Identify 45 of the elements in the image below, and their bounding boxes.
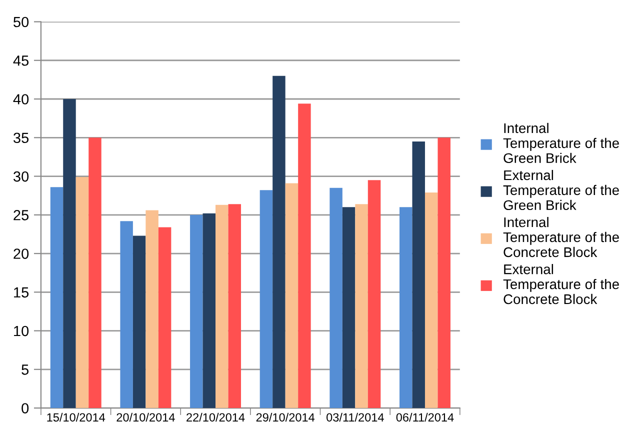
legend-label: Internal Temperature of the Green Brick <box>503 122 619 164</box>
y-tick-label: 35 <box>13 132 29 144</box>
bar <box>146 210 158 408</box>
x-tick-label: 06/11/2014 <box>396 412 454 422</box>
x-tick-label: 15/10/2014 <box>47 412 106 422</box>
legend-label: External Temperature of the Concrete Block <box>503 264 619 304</box>
y-tick-label: 5 <box>22 364 29 375</box>
y-tick-label: 0 <box>22 403 29 414</box>
bar <box>330 188 342 408</box>
y-tick-label: 20 <box>14 248 29 259</box>
bar <box>260 190 273 408</box>
bar <box>76 177 89 408</box>
bar <box>342 207 356 408</box>
y-tick-label: 25 <box>14 210 29 220</box>
y-tick-label: 50 <box>14 16 29 28</box>
bar <box>412 141 425 408</box>
bar <box>120 221 133 408</box>
legend-label: Internal Temperature of the Concrete Block <box>503 216 619 258</box>
bar <box>158 227 172 408</box>
y-tick-label: 15 <box>14 287 29 298</box>
bar <box>50 187 64 408</box>
bar <box>400 207 412 408</box>
y-tick-label: 40 <box>13 94 29 104</box>
y-tick-label: 10 <box>14 326 29 336</box>
bar <box>63 99 76 408</box>
bar <box>272 76 286 408</box>
x-tick-label: 20/10/2014 <box>116 412 175 422</box>
bar <box>355 204 368 408</box>
y-tick-label: 45 <box>13 56 29 66</box>
x-tick-label: 22/10/2014 <box>186 412 245 422</box>
bar <box>438 138 450 408</box>
bar <box>202 213 216 408</box>
bar <box>368 180 381 408</box>
bar <box>424 192 438 408</box>
bar <box>190 214 203 408</box>
bar <box>285 183 298 408</box>
bar <box>228 204 241 408</box>
bar <box>132 236 146 408</box>
x-tick-label: 29/10/2014 <box>256 412 315 422</box>
y-tick-label: 30 <box>13 171 29 182</box>
legend-label: External Temperature of the Green Brick <box>503 170 619 210</box>
x-tick-label: 03/11/2014 <box>326 412 384 422</box>
bar <box>216 204 228 408</box>
bar <box>88 138 102 408</box>
bar <box>298 104 311 408</box>
